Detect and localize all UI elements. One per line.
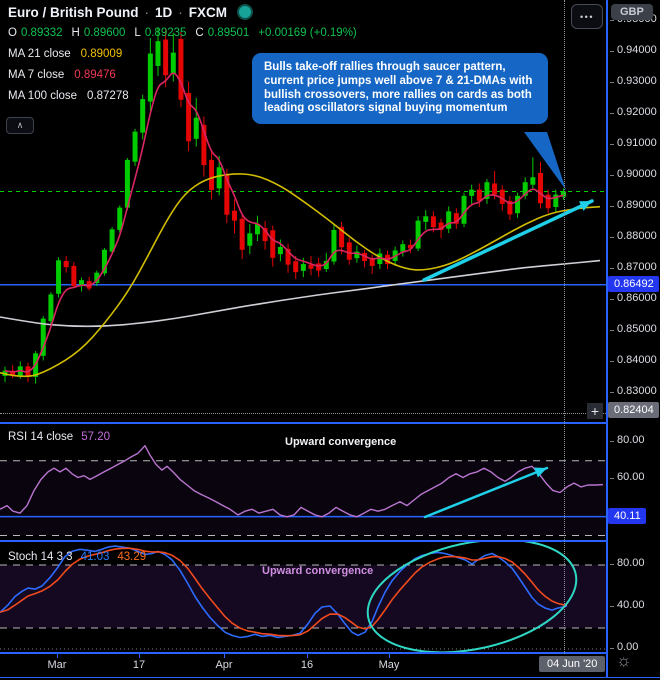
time-axis-label: Mar: [47, 659, 67, 671]
ellipse-annotation: [366, 542, 578, 654]
crosshair-horizontal-line: [0, 413, 606, 414]
time-axis-label: May: [378, 659, 400, 671]
open-value: 0.89332: [20, 27, 63, 39]
price-axis-label: 0.94000: [610, 44, 657, 56]
low-value: 0.89235: [144, 27, 187, 39]
rsi-line: [0, 445, 604, 518]
price-axis-label: 0.90000: [610, 168, 657, 180]
ma7-label: MA 7 close: [8, 69, 65, 81]
rsi-value: 57.20: [81, 431, 110, 443]
price-axis-label: 0.88000: [610, 230, 657, 242]
rsi-annotation-text[interactable]: Upward convergence: [285, 436, 397, 448]
annotation-bubble[interactable]: Bulls take-off rallies through saucer pa…: [252, 53, 548, 125]
time-axis-tick: [139, 654, 140, 658]
ma100-row[interactable]: MA 100 close 0.87278: [8, 90, 357, 102]
price-axis-label: 0.91000: [610, 137, 657, 149]
stoch-k-value: 41.03: [80, 551, 110, 563]
rsi-legend[interactable]: RSI 14 close 57.20: [8, 431, 110, 443]
open-label: O: [8, 27, 17, 39]
symbol-title-row[interactable]: Euro / British Pound · 1D · FXCM: [8, 4, 357, 20]
title-separator: ·: [144, 4, 150, 20]
ohlc-row: O 0.89332 H 0.89600 L 0.89235 C 0.89501 +0.0…: [8, 27, 357, 39]
ma21-value: 0.89009: [80, 48, 123, 60]
chevron-up-icon: ∧: [16, 120, 24, 130]
market-status-icon: [237, 4, 254, 20]
time-axis-tick: [389, 654, 390, 658]
ma21-line: [0, 173, 601, 378]
currency-badge[interactable]: GBP: [611, 4, 653, 20]
ma21-label: MA 21 close: [8, 48, 71, 60]
ma100-line: [0, 259, 601, 328]
exchange-label[interactable]: FXCM: [188, 4, 228, 20]
ma7-value: 0.89476: [74, 69, 116, 81]
high-label: H: [71, 27, 80, 39]
change-value: +0.00169 (+0.19%): [258, 27, 357, 39]
price-axis-label: 0.84000: [610, 354, 657, 366]
stoch-label: Stoch 14 3 3: [8, 551, 73, 563]
price-axis-label: 0.92000: [610, 106, 657, 118]
rsi-label: RSI 14 close: [8, 431, 74, 443]
chart-legend: Euro / British Pound · 1D · FXCM O 0.8933…: [8, 4, 357, 102]
crosshair-price-label: 0.82404: [608, 402, 659, 419]
time-axis-label: 16: [300, 659, 314, 671]
add-order-button[interactable]: +: [587, 403, 603, 419]
theme-settings-icon[interactable]: ☼: [616, 651, 632, 670]
rsi-trend-arrow[interactable]: [423, 466, 549, 519]
low-label: L: [134, 27, 141, 39]
ma100-label: MA 100 close: [8, 90, 78, 102]
stoch-pane[interactable]: [0, 542, 606, 654]
ma21-row[interactable]: MA 21 close 0.89009: [8, 48, 357, 60]
stoch-d-line: [0, 547, 568, 637]
ma100-value: 0.87278: [87, 90, 129, 102]
price-axis-label: 0.93000: [610, 75, 657, 87]
main-price-pane[interactable]: [0, 0, 606, 423]
pane-separator[interactable]: [0, 422, 660, 424]
price-axis-label: 0.86000: [610, 292, 657, 304]
symbol-name[interactable]: Euro / British Pound: [8, 4, 139, 20]
close-value: 0.89501: [207, 27, 250, 39]
stoch-axis-label: 80.00: [610, 557, 645, 569]
more-options-button[interactable]: •••: [571, 4, 603, 29]
price-axis-label: 0.85000: [610, 323, 657, 335]
stoch-axis-label: 40.00: [610, 599, 645, 611]
price-axis-label: 0.87000: [610, 261, 657, 273]
high-value: 0.89600: [83, 27, 126, 39]
ma7-line: [4, 72, 564, 373]
time-axis-label: 17: [132, 659, 146, 671]
ellipsis-icon: •••: [580, 11, 594, 22]
rsi-axis-label: 80.00: [610, 434, 645, 446]
rsi-line-label: 40.11: [608, 507, 646, 524]
collapse-pane-button[interactable]: ∧: [6, 117, 34, 134]
close-label: C: [195, 27, 204, 39]
rsi-axis-label: 60.00: [610, 471, 645, 484]
rsi-pane[interactable]: [0, 424, 606, 542]
interval-label[interactable]: 1D: [155, 4, 173, 20]
stoch-axis-label: 0.00: [609, 641, 639, 653]
bubble-tail: [524, 132, 566, 190]
price-axis-label: 0.83000: [610, 385, 657, 397]
time-axis-tick: [224, 654, 225, 658]
time-axis-tick: [307, 654, 308, 658]
price-axis-label: 0.89000: [610, 199, 657, 211]
time-axis-label: Apr: [215, 659, 233, 671]
ma7-row[interactable]: MA 7 close 0.89476: [8, 69, 357, 81]
stoch-legend[interactable]: Stoch 14 3 3 41.03 43.29: [8, 551, 146, 563]
time-axis-tick: [57, 654, 58, 658]
stoch-annotation-text[interactable]: Upward convergence: [262, 565, 374, 577]
pane-separator: [0, 652, 660, 654]
time-axis[interactable]: 04 Jun '20 Mar 17 Apr 16 May: [0, 654, 606, 677]
crosshair-vertical-line: [564, 0, 565, 654]
title-separator: ·: [178, 4, 183, 20]
price-axis-border: [606, 0, 608, 677]
crosshair-date-label: 04 Jun '20: [539, 656, 606, 672]
pane-separator[interactable]: [0, 540, 660, 542]
price-line-label: 0.86492: [608, 275, 659, 292]
price-axis[interactable]: GBP 0.86492 0.82404 40.11 0.950000.94000…: [608, 0, 660, 677]
stoch-d-value: 43.29: [117, 551, 147, 563]
